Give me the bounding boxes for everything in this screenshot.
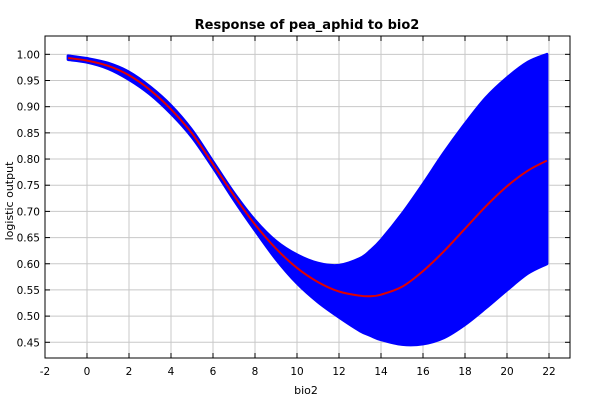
x-tick-label: 20 (500, 366, 513, 378)
series-layer (66, 52, 549, 347)
mean-response-line (67, 56, 548, 298)
x-tick-label: 4 (168, 366, 175, 378)
y-tick-label: 0.60 (17, 259, 40, 271)
ticks: -2 0 2 4 6 8 10 12 14 16 18 20 22 0.45 0.50 0.55 0.60 0.6… (17, 36, 570, 378)
y-tick-label: 1.00 (17, 49, 40, 61)
y-tick-label: 0.80 (17, 154, 40, 166)
y-tick-label: 0.50 (17, 311, 40, 323)
y-tick-label: 0.70 (17, 206, 40, 218)
plot-frame (44, 35, 571, 359)
y-tick-label: 0.90 (17, 102, 40, 114)
y-tick-label: 0.75 (17, 180, 40, 192)
x-tick-label: 8 (252, 366, 259, 378)
x-tick-label: 22 (542, 366, 555, 378)
y-axis-label: logistic output (3, 161, 16, 240)
x-tick-label: -2 (40, 366, 50, 378)
y-tick-label: 0.85 (17, 128, 40, 140)
chart-title: Response of pea_aphid to bio2 (195, 18, 420, 33)
x-tick-label: 2 (126, 366, 133, 378)
x-tick-label: 6 (210, 366, 217, 378)
y-tick-label: 0.65 (17, 233, 40, 245)
x-tick-label: 0 (84, 366, 91, 378)
x-tick-label: 16 (416, 366, 430, 378)
x-tick-label: 12 (332, 366, 345, 378)
y-tick-label: 0.95 (17, 76, 40, 88)
y-tick-label: 0.55 (17, 285, 40, 297)
confidence-band (66, 52, 549, 347)
y-tick-label: 0.45 (17, 337, 40, 349)
x-tick-label: 14 (374, 366, 388, 378)
x-axis-label: bio2 (294, 384, 318, 397)
x-tick-label: 18 (458, 366, 471, 378)
x-tick-label: 10 (290, 366, 303, 378)
